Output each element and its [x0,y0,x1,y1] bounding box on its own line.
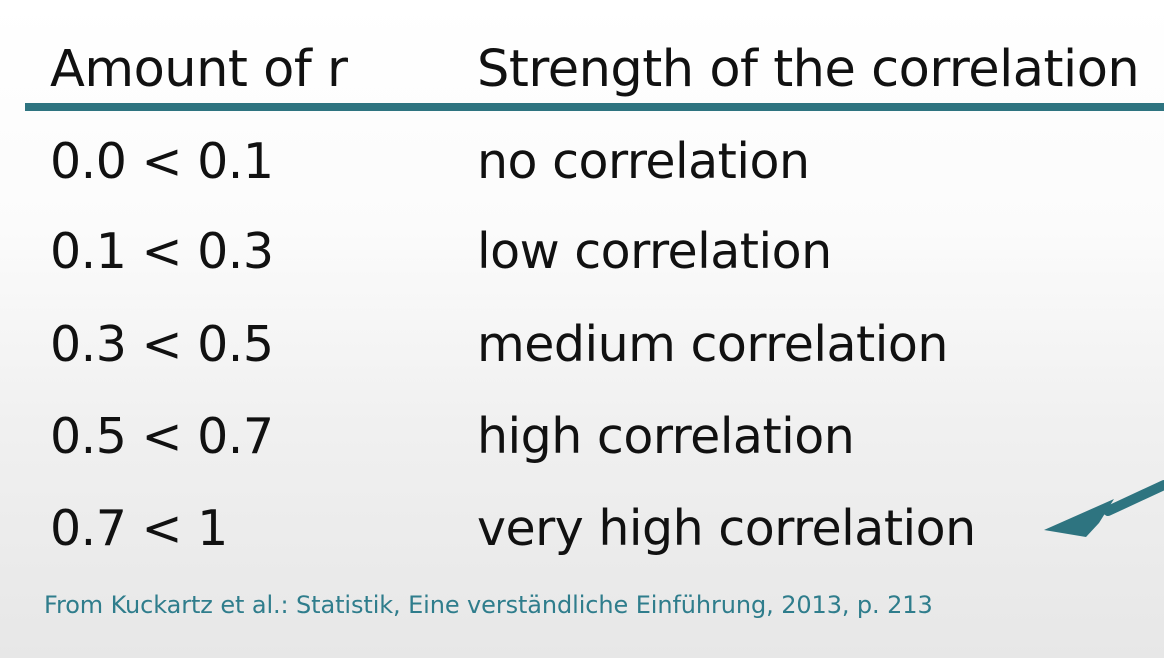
strength-cell: very high correlation [477,500,976,557]
range-cell: 0.3 < 0.5 [50,316,274,373]
strength-cell: no correlation [477,133,810,190]
table-row: 0.3 < 0.5 medium correlation [0,315,1164,395]
header-amount-of-r: Amount of r [50,40,348,99]
range-cell: 0.1 < 0.3 [50,223,274,280]
table-row: 0.1 < 0.3 low correlation [0,222,1164,302]
arrow-icon [1044,480,1164,537]
table-row: 0.5 < 0.7 high correlation [0,407,1164,487]
range-cell: 0.0 < 0.1 [50,133,274,190]
table-row: 0.7 < 1 very high correlation [0,499,1164,579]
strength-cell: high correlation [477,408,855,465]
range-cell: 0.5 < 0.7 [50,408,274,465]
header-strength-of-correlation: Strength of the correlation [477,40,1140,99]
correlation-table: Amount of r Strength of the correlation … [0,40,1164,579]
range-cell: 0.7 < 1 [50,500,228,557]
header-rule [25,103,1164,111]
strength-cell: medium correlation [477,316,948,373]
table-row: 0.0 < 0.1 no correlation [0,132,1164,212]
source-citation: From Kuckartz et al.: Statistik, Eine ve… [44,591,933,619]
strength-cell: low correlation [477,223,832,280]
